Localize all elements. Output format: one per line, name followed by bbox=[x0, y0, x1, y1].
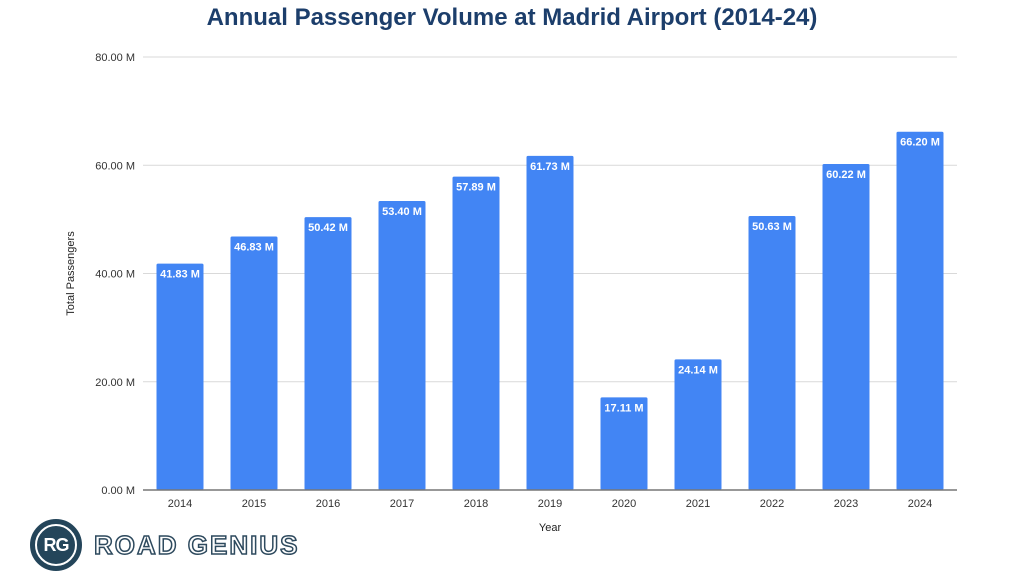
data-label: 66.20 M bbox=[900, 137, 940, 149]
data-label: 50.42 M bbox=[308, 222, 348, 234]
bar bbox=[230, 236, 278, 490]
bar bbox=[304, 217, 352, 490]
data-label: 60.22 M bbox=[826, 169, 866, 181]
bar bbox=[378, 200, 426, 490]
logo-badge-icon: RG bbox=[30, 519, 82, 571]
data-label: 50.63 M bbox=[752, 221, 792, 233]
x-tick-label: 2016 bbox=[316, 498, 340, 510]
bar bbox=[156, 263, 204, 490]
x-tick-label: 2024 bbox=[908, 498, 932, 510]
road-genius-logo: RG ROAD GENIUS bbox=[30, 518, 299, 572]
x-tick-label: 2022 bbox=[760, 498, 784, 510]
bar bbox=[822, 164, 870, 490]
x-tick-label: 2021 bbox=[686, 498, 710, 510]
y-tick-label: 40.00 M bbox=[95, 269, 135, 281]
bar bbox=[452, 176, 500, 490]
x-tick-label: 2017 bbox=[390, 498, 414, 510]
bar bbox=[674, 359, 722, 490]
data-label: 24.14 M bbox=[678, 364, 718, 376]
data-label: 57.89 M bbox=[456, 182, 496, 194]
data-label: 61.73 M bbox=[530, 161, 570, 173]
chart-title: Annual Passenger Volume at Madrid Airpor… bbox=[206, 4, 818, 31]
x-axis-ticks: 2014 2015 2016 2017 2018 2019 2020 2021 2022 2023… bbox=[168, 498, 932, 510]
y-tick-label: 80.00 M bbox=[95, 52, 135, 64]
y-tick-label: 20.00 M bbox=[95, 377, 135, 389]
x-tick-label: 2023 bbox=[834, 498, 858, 510]
x-axis-label: Year bbox=[539, 522, 562, 534]
y-axis-ticks: 0.00 M 20.00 M 40.00 M 60.00 M 80.00 M bbox=[95, 52, 135, 497]
data-label: 41.83 M bbox=[160, 269, 200, 281]
x-tick-label: 2015 bbox=[242, 498, 266, 510]
data-label: 53.40 M bbox=[382, 206, 422, 218]
bar bbox=[748, 215, 796, 490]
x-tick-label: 2020 bbox=[612, 498, 636, 510]
y-tick-label: 0.00 M bbox=[101, 485, 135, 497]
bar bbox=[600, 397, 648, 490]
logo-initials: RG bbox=[35, 524, 77, 566]
bar bbox=[896, 131, 944, 490]
x-tick-label: 2018 bbox=[464, 498, 488, 510]
y-tick-label: 60.00 M bbox=[95, 160, 135, 172]
x-tick-label: 2014 bbox=[168, 498, 192, 510]
bars: 41.83 M 46.83 M 50.42 M 53.40 M 57.89 M 61.73… bbox=[156, 131, 944, 491]
x-tick-label: 2019 bbox=[538, 498, 562, 510]
bar bbox=[526, 155, 574, 491]
logo-text: ROAD GENIUS bbox=[93, 529, 300, 561]
data-label: 46.83 M bbox=[234, 242, 274, 254]
data-label: 17.11 M bbox=[604, 402, 643, 414]
y-axis-label: Total Passengers bbox=[65, 231, 77, 316]
